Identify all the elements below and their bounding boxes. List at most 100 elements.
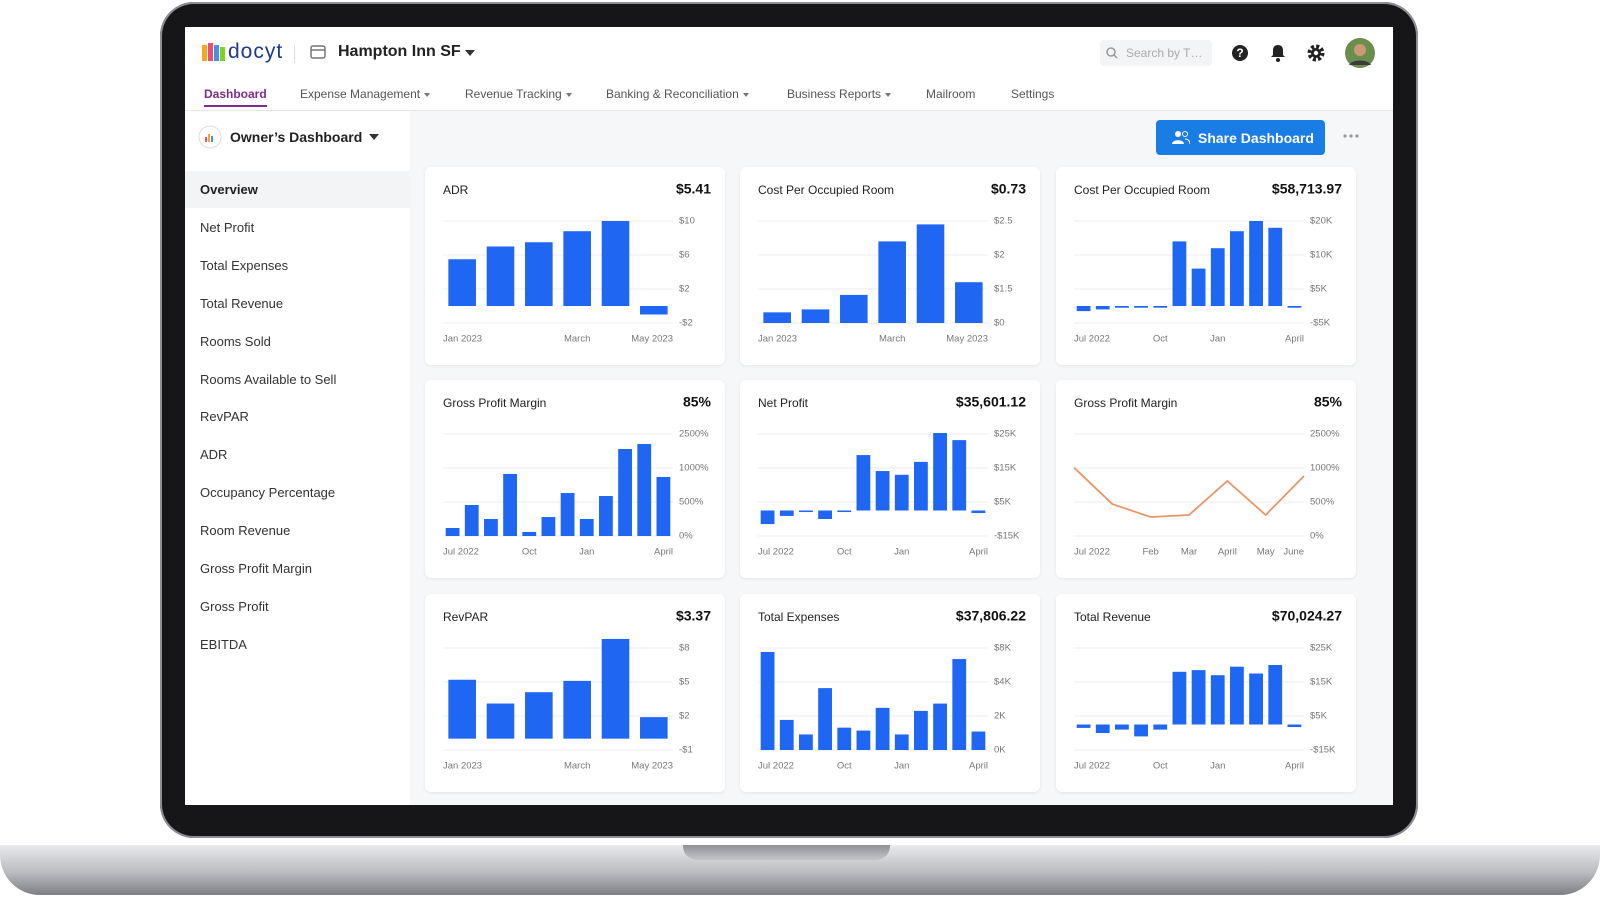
search-box[interactable]: Search by T… xyxy=(1100,40,1212,66)
x-tick-label: Jul 2022 xyxy=(443,547,479,558)
dashboard-selector[interactable]: Owner’s Dashboard xyxy=(230,129,363,145)
y-tick-label: $4K xyxy=(994,677,1012,688)
nav-tab[interactable]: Revenue Tracking xyxy=(465,87,572,101)
sidebar-item[interactable]: Net Profit xyxy=(200,219,255,235)
caret xyxy=(565,92,572,97)
chart: Gross Profit Margin 85% 2500% 1000% 500% 0% Ju… xyxy=(1073,394,1343,558)
bar xyxy=(1172,241,1187,306)
chart: RevPAR $3.37 $8 $5 $2 -$1 Jan 2023 March May 202… xyxy=(443,608,711,772)
bar xyxy=(601,638,630,739)
bar xyxy=(914,710,928,750)
card-title: Cost Per Occupied Room xyxy=(758,183,894,197)
settings-icon[interactable] xyxy=(1307,44,1325,62)
more-icon[interactable] xyxy=(1342,133,1360,139)
nav-tab[interactable]: Banking & Reconciliation xyxy=(606,87,749,101)
y-tick-label: $6 xyxy=(679,250,690,261)
bar xyxy=(637,443,652,536)
logo-icon xyxy=(202,43,225,61)
sidebar-item[interactable]: RevPAR xyxy=(200,409,249,425)
card-headline: $70,024.27 xyxy=(1272,608,1342,624)
bar xyxy=(640,306,668,315)
x-tick-label: Jul 2022 xyxy=(1074,334,1110,345)
y-tick-label: $8 xyxy=(679,643,690,654)
caret xyxy=(369,134,379,140)
nav-tab[interactable]: Settings xyxy=(1011,87,1055,101)
sidebar-item[interactable]: Total Revenue xyxy=(200,295,284,311)
y-tick-label: 0% xyxy=(1310,531,1324,542)
avatar[interactable] xyxy=(1344,37,1376,69)
sidebar-item[interactable]: Total Expenses xyxy=(200,257,289,273)
bar xyxy=(779,510,794,516)
chart: ADR $5.41 $10 $6 $2 -$2 Jan 2023 March May 2023 xyxy=(443,181,711,345)
bar xyxy=(955,282,983,323)
x-tick-label: Jan xyxy=(1210,761,1225,772)
y-tick-label: 0% xyxy=(679,531,693,542)
bar xyxy=(484,519,498,536)
bar xyxy=(560,493,575,536)
bar xyxy=(445,527,460,536)
chart: Total Revenue $70,024.27 $25K $15K $5K -$15K J… xyxy=(1074,608,1342,772)
y-tick-label: $25K xyxy=(994,429,1017,440)
bar xyxy=(971,510,986,514)
nav-tab[interactable]: Mailroom xyxy=(926,87,976,101)
bar xyxy=(1230,666,1244,725)
sidebar-item[interactable]: ADR xyxy=(200,447,228,463)
card-title: Gross Profit Margin xyxy=(1074,396,1177,410)
sidebar-item[interactable]: Occupancy Percentage xyxy=(200,485,336,501)
bar xyxy=(599,496,613,536)
bar xyxy=(525,242,553,306)
search-placeholder: Search by T… xyxy=(1126,46,1203,60)
card-title: RevPAR xyxy=(443,610,488,624)
bar xyxy=(779,719,794,750)
bar xyxy=(952,659,967,750)
bar xyxy=(875,707,890,750)
x-tick-label: Jan 2023 xyxy=(443,761,482,772)
help-icon[interactable]: ? xyxy=(1231,44,1249,62)
nav-tab[interactable]: Business Reports xyxy=(787,87,892,101)
bar xyxy=(801,309,830,323)
y-tick-label: 2500% xyxy=(679,429,709,440)
nav-tab[interactable]: Expense Management xyxy=(300,87,431,101)
x-tick-label: Oct xyxy=(837,547,852,558)
y-tick-label: $2 xyxy=(994,250,1005,261)
chart-card: Total Revenue $70,024.27 $25K $15K $5K -$15K J… xyxy=(1056,594,1356,792)
chart-card: Gross Profit Margin 85% 2500% 1000% 500% 0% Ju… xyxy=(1056,380,1356,578)
bar xyxy=(840,294,868,323)
nav-tab[interactable]: Dashboard xyxy=(204,87,267,101)
bar xyxy=(563,680,591,739)
chart-card: Cost Per Occupied Room $0.73 $2.5 $2 $1.5 $0 J… xyxy=(740,167,1040,365)
chart-card: ADR $5.41 $10 $6 $2 -$2 Jan 2023 March May 2023 xyxy=(425,167,725,365)
bar xyxy=(486,246,515,306)
line xyxy=(1073,466,1305,518)
caret xyxy=(742,92,749,97)
bar xyxy=(1191,268,1206,306)
share-button[interactable]: Share Dashboard xyxy=(1156,120,1325,155)
search-icon xyxy=(1106,47,1118,59)
bell-icon[interactable] xyxy=(1270,44,1286,62)
sidebar-item[interactable]: Gross Profit xyxy=(200,598,269,614)
bar xyxy=(856,730,871,750)
sidebar-item[interactable]: Gross Profit Margin xyxy=(200,561,312,576)
sidebar-item[interactable]: Overview xyxy=(200,182,258,197)
y-tick-label: $10K xyxy=(1310,250,1333,261)
sidebar-item[interactable]: Rooms Available to Sell xyxy=(200,371,337,387)
bar xyxy=(1230,231,1244,306)
card-title: Total Revenue xyxy=(1074,610,1151,624)
bar xyxy=(618,449,632,536)
sidebar-item[interactable]: EBITDA xyxy=(200,636,247,652)
x-tick-label: Jan 2023 xyxy=(758,334,797,345)
x-tick-label: Jul 2022 xyxy=(1074,547,1110,558)
x-tick-label: May 2023 xyxy=(631,334,673,345)
x-tick-label: June xyxy=(1283,547,1304,558)
y-tick-label: 1000% xyxy=(1310,463,1340,474)
sidebar-item[interactable]: Rooms Sold xyxy=(200,333,271,349)
card-headline: 85% xyxy=(1314,394,1343,410)
property-selector[interactable]: Hampton Inn SF xyxy=(338,43,461,60)
bar xyxy=(799,734,813,750)
brand: docyt xyxy=(228,40,284,63)
bar xyxy=(1210,675,1225,725)
x-tick-label: Oct xyxy=(1153,761,1168,772)
caret xyxy=(424,92,431,97)
sidebar-item[interactable]: Room Revenue xyxy=(200,523,291,539)
caret xyxy=(885,92,892,97)
